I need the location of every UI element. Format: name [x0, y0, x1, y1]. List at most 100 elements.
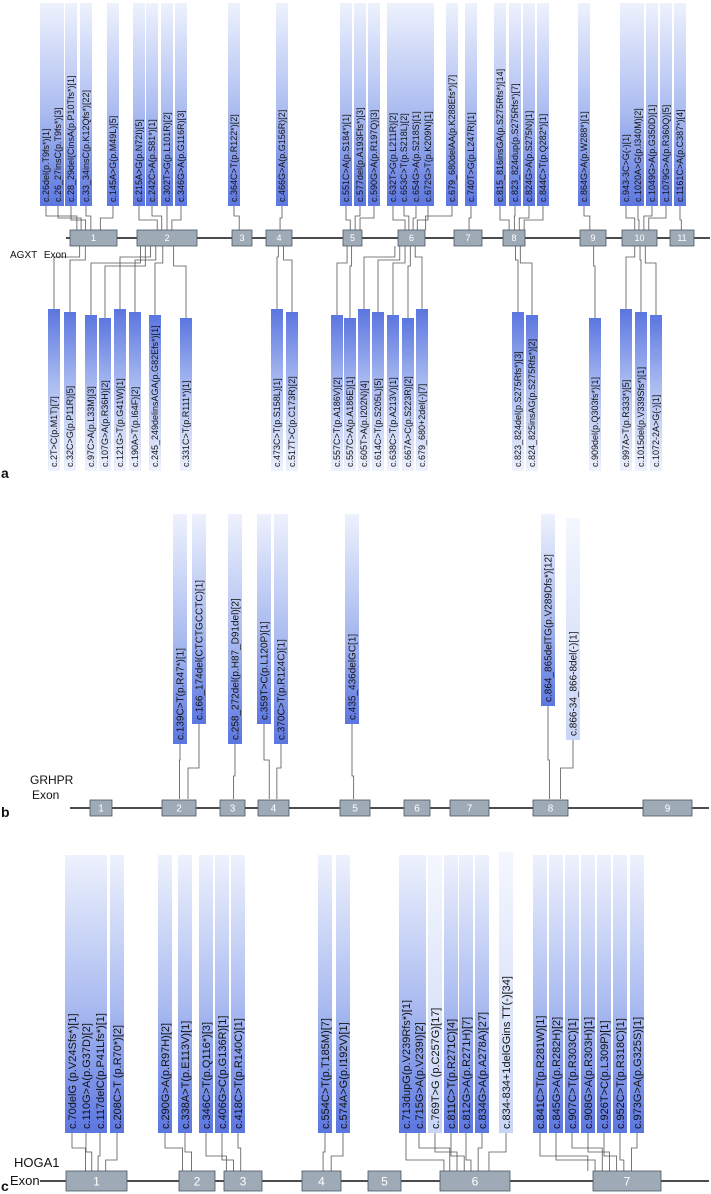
agxt-bottom-variant-19: c.824_825insAG(p.S275Rfs*)[2]	[526, 315, 538, 471]
grhpr-variant-1-bar	[173, 514, 187, 744]
agxt-exon-4-number: 4	[276, 233, 281, 243]
hoga1-variant-19: c.841C>T(p.R281W)[1]	[533, 855, 547, 1133]
agxt-top-variant-15: c.632T>G(p.L211R)[2]	[387, 3, 399, 206]
agxt-top-variant-30-bar	[674, 3, 686, 206]
hoga1-variant-24-bar	[613, 855, 627, 1133]
grhpr-variant-4: c.359T>C(p.L120P)[1]	[257, 514, 271, 724]
hoga1-connector-17	[477, 1133, 483, 1171]
agxt-bottom-variant-15-bar	[387, 315, 399, 471]
hoga1-connector-15	[450, 1133, 465, 1171]
agxt-bottom-variant-15: c.638C>T(p.A213V)[1]	[387, 315, 399, 471]
agxt-bottom-variant-11: c.557C>T(p.A186V)[2]	[331, 315, 343, 471]
agxt-top-variant-14: c.590G>A(p.R197Q)[3]	[368, 3, 380, 206]
agxt-bottom-variant-18-bar	[512, 312, 524, 471]
hoga1-connector-25	[631, 1133, 638, 1171]
grhpr-exon-3	[219, 799, 246, 817]
hoga1-exon-6	[439, 1170, 511, 1192]
agxt-top-variant-4-bar	[80, 3, 92, 206]
agxt-bottom-connector-23	[644, 246, 657, 315]
agxt-bottom-connector-2	[69, 246, 86, 312]
hoga1-variant-8-bar	[215, 855, 229, 1133]
agxt-bottom-variant-9-bar	[271, 309, 283, 471]
agxt-bottom-variant-11-label: c.557C>T(p.A186V)[2]	[332, 377, 342, 467]
agxt-top-variant-18: c.672G>T(p.K209N)[1]	[422, 3, 434, 206]
hoga1-variant-24: c.952C>T(p.R318C)[1]	[613, 855, 627, 1133]
grhpr-variant-3-label: c.258_272del(p.H87_D91del)[2]	[231, 598, 242, 740]
hoga1-connector-14	[434, 1133, 458, 1171]
hoga1-variant-6-label: c.338A>T(p.E113V)[1]	[180, 1021, 192, 1129]
agxt-top-variant-20-bar	[465, 3, 477, 206]
agxt-exon-1-number: 1	[91, 233, 96, 243]
agxt-top-variant-22-label: c.823_824dup(p.S275Rfs*)[7]	[510, 83, 520, 202]
agxt-top-variant-30: c.1161C>A(p.C387*)[4]	[674, 3, 686, 206]
agxt-top-variant-14-label: c.590G>A(p.R197Q)[3]	[369, 110, 379, 202]
agxt-top-variant-2-bar	[52, 3, 64, 206]
hoga1-exon-6-number: 6	[472, 1174, 479, 1188]
agxt-bottom-connector-5	[119, 246, 151, 309]
agxt-top-variant-19-label: c.679_680delAA(p.K288Efs*)[7]	[447, 75, 457, 202]
agxt-bottom-variant-14-bar	[372, 312, 384, 471]
hoga1-variant-6: c.338A>T(p.E113V)[1]	[178, 855, 192, 1133]
hoga1-connector-8	[221, 1133, 234, 1171]
agxt-bottom-variant-18: c.823_824del(p.S275Rfs*)[3]	[512, 312, 524, 471]
hoga1-variant-16: c.812G>A(p.R271H)[7]	[459, 855, 473, 1133]
agxt-bottom-variant-10: c.517T>C(p.C173R)[2]	[286, 312, 298, 471]
agxt-top-variant-3: c.28_29del(CinsA(p.P10Tfs*)[1]	[65, 3, 77, 206]
agxt-bottom-variant-9-label: c.473C>T(p.S158L)[1]	[272, 378, 282, 467]
agxt-top-variant-7-bar	[146, 3, 158, 206]
agxt-top-connector-6	[138, 206, 158, 230]
hoga1-variant-22-label: c.908G>A(p.R303H)[1]	[583, 1017, 595, 1129]
hoga1-variant-13-bar	[412, 855, 426, 1133]
agxt-top-variant-23-bar	[523, 3, 535, 206]
grhpr-exon-7	[449, 799, 490, 817]
agxt-top-variant-17-bar	[410, 3, 422, 206]
hoga1-variant-1-label: c.70delG (p.V24Sfs*)[1]	[67, 1013, 79, 1129]
agxt-bottom-variant-8-label: c.331C>T(p.R111*)[1]	[181, 381, 191, 467]
agxt-top-variant-3-bar	[65, 3, 77, 206]
agxt-top-variant-10-bar	[228, 3, 240, 206]
agxt-top-variant-8-bar	[161, 3, 173, 206]
hoga1-variant-3-bar	[93, 855, 107, 1133]
agxt-top-variant-11-label: c.466G>A(p.G156R)[2]	[277, 110, 287, 202]
agxt-top-variant-6-label: c.215A>G(p.N72I)[5]	[134, 119, 144, 202]
agxt-bottom-connector-7	[154, 246, 164, 315]
agxt-top-connector-3	[70, 206, 87, 230]
agxt-bottom-variant-7-label: c.245_249delinsAGA(p.G82Efs*)[1]	[150, 325, 160, 467]
grhpr-variant-4-label: c.359T>C(p.L120P)[1]	[260, 621, 271, 720]
agxt-top-variant-6: c.215A>G(p.N72I)[5]	[133, 3, 145, 206]
panel-a-letter: a	[1, 465, 9, 481]
agxt-top-variant-11: c.466G>A(p.G156R)[2]	[276, 3, 288, 206]
agxt-bottom-connector-3	[90, 246, 141, 315]
hoga1-variant-14-bar	[428, 855, 442, 1133]
agxt-bottom-variant-5-label: c.121G>T(p.G41W)[1]	[115, 378, 125, 467]
hoga1-variant-12-label: c.713dupG(p.V239Rfs*)[1]	[401, 1000, 413, 1129]
agxt-bottom-variant-16-bar	[402, 318, 414, 471]
hoga1-variant-5-label: c.290G>A(p.R97H)[2]	[160, 1023, 172, 1129]
agxt-top-variant-14-bar	[368, 3, 380, 206]
grhpr-variant-7-label: c.864_865delTG(p.V289Dfs*)[12]	[544, 554, 555, 702]
agxt-bottom-variant-23-bar	[650, 315, 662, 471]
hoga1-variant-10-bar	[318, 855, 332, 1133]
hoga1-variant-9-bar	[231, 855, 245, 1133]
hoga1-variant-15-label: c.811C>T(p.R271C)[4]	[446, 1019, 458, 1129]
agxt-top-variant-26: c.943-3C>G(-)[1]	[620, 3, 632, 206]
hoga1-variant-9-label: c.418C>T(p.R140C)[1]	[233, 1018, 245, 1129]
agxt-top-connector-15	[392, 206, 406, 230]
agxt-top-variant-26-label: c.943-3C>G(-)[1]	[621, 134, 631, 202]
agxt-bottom-connector-13	[363, 246, 396, 309]
agxt-bottom-variant-10-label: c.517T>C(p.C173R)[2]	[287, 376, 297, 467]
grhpr-connector-4	[263, 724, 270, 799]
agxt-top-variant-13-label: c.577del(p.A193Ffs*)[3]	[355, 107, 365, 202]
agxt-bottom-connector-15	[392, 246, 406, 315]
agxt-bottom-variant-6: c.190A>T(p.I64F)[2]	[129, 312, 141, 471]
agxt-bottom-variant-21-bar	[620, 309, 632, 471]
agxt-top-variant-1-bar	[40, 3, 52, 206]
agxt-bottom-variant-21: c.997A>T(p.R333*)[5]	[620, 309, 632, 471]
agxt-top-variant-9-label: c.346G>A(p.G116R)[3]	[176, 110, 186, 202]
grhpr-variant-2-label: c.166_174del(CTCTGCCTC)[1]	[195, 580, 206, 720]
agxt-top-variant-24-label: c.844C>T(p.Q282*)[1]	[538, 114, 548, 202]
agxt-top-variant-10: c.364C>T(p.R122*)[2]	[228, 3, 240, 206]
hoga1-variant-20-bar	[549, 855, 563, 1133]
agxt-bottom-variant-23-label: c.1072-2A>G(-)[1]	[651, 395, 661, 467]
